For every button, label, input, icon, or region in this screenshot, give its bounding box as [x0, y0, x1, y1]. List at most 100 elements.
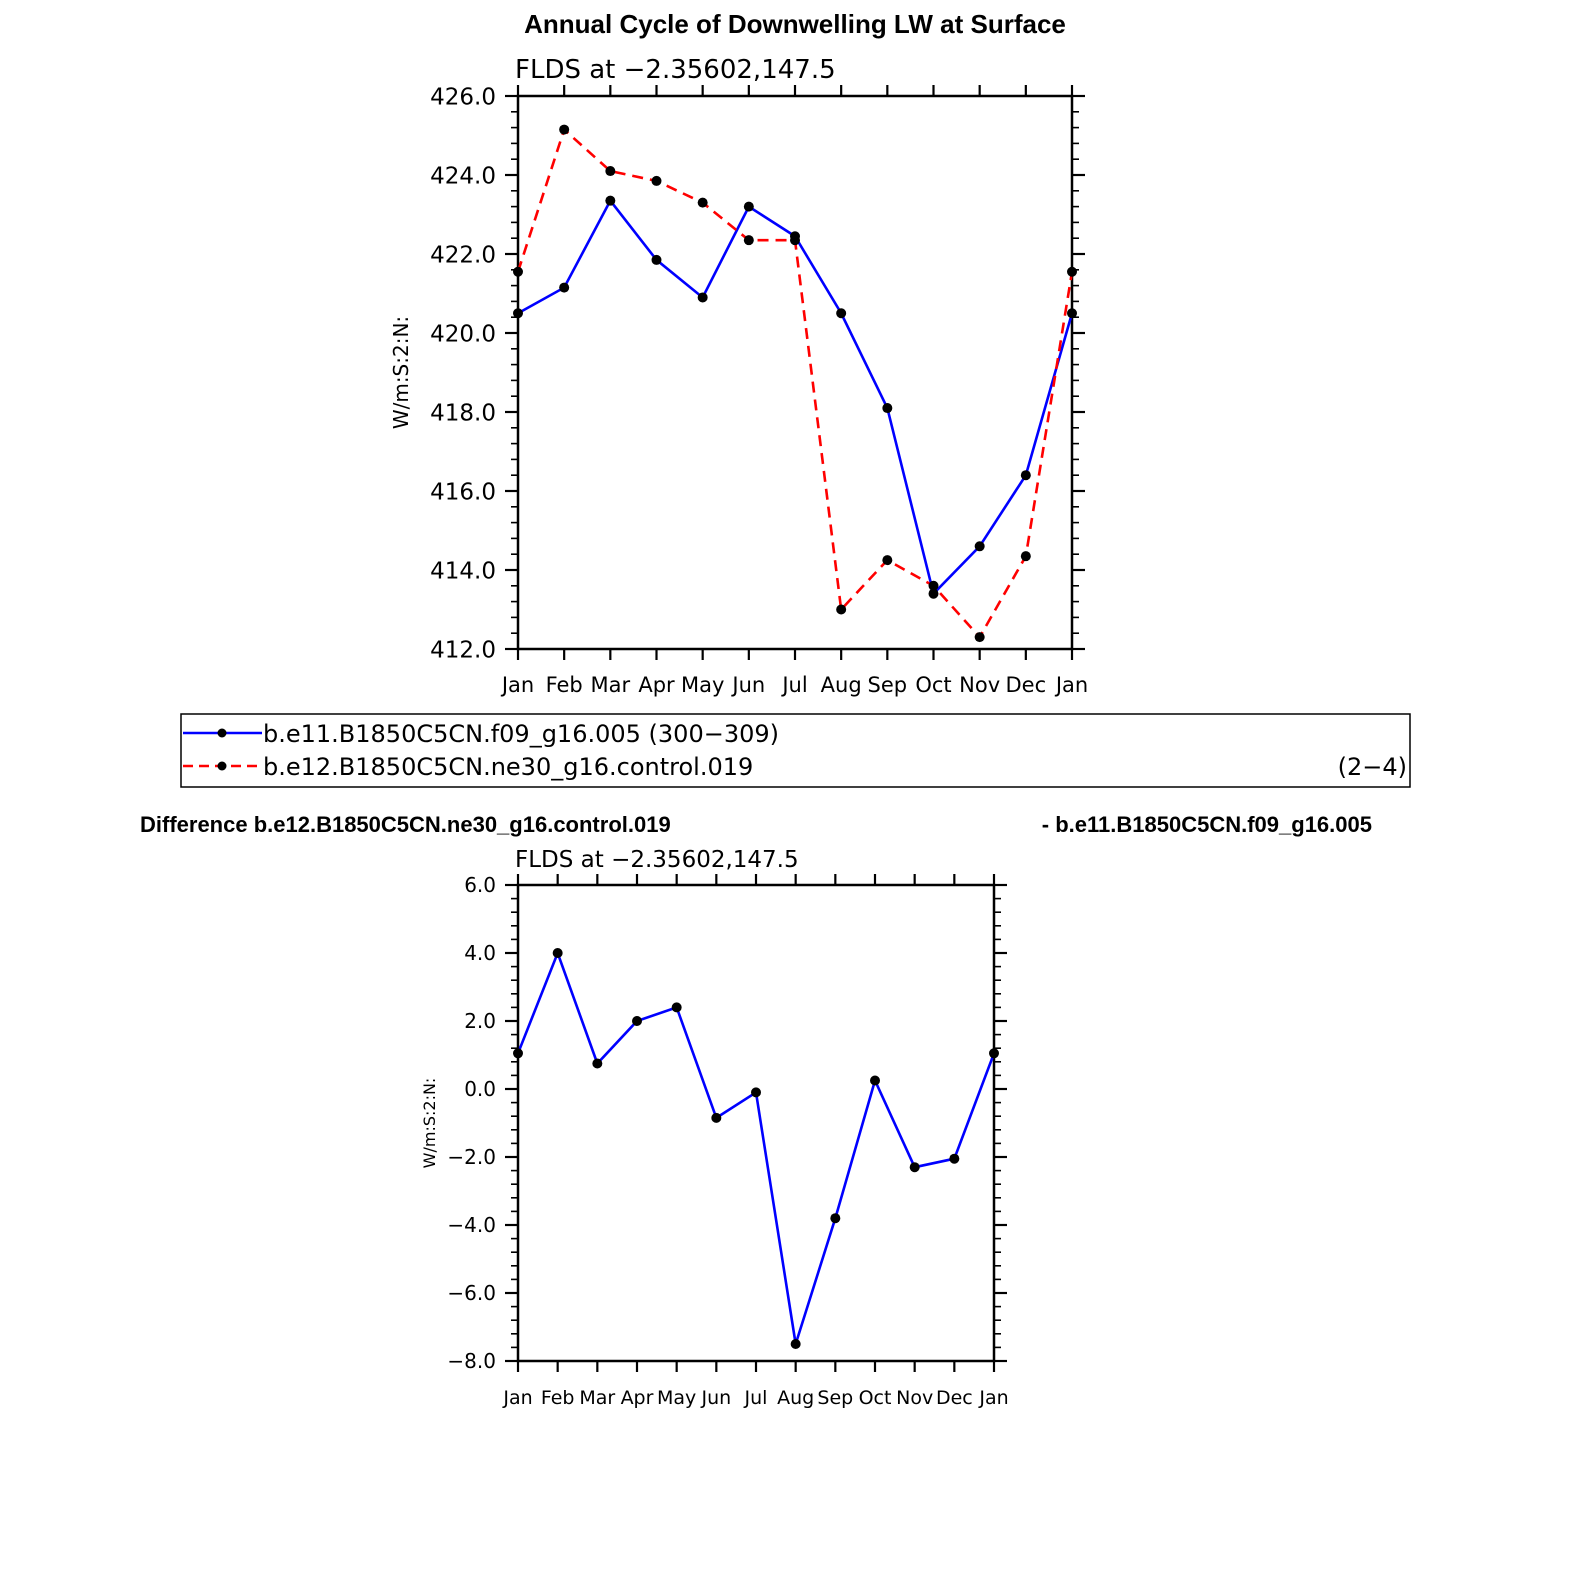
x-tick-label: Feb — [546, 673, 583, 697]
x-tick-label: Mar — [579, 1387, 615, 1409]
series-1-point — [697, 292, 708, 303]
y-tick-label: 0.0 — [464, 1077, 496, 1101]
series-2-point — [928, 580, 939, 591]
x-tick-label: Sep — [868, 673, 908, 697]
x-tick-label: Mar — [591, 673, 631, 697]
legend-box — [180, 713, 1411, 788]
y-tick-label: 414.0 — [430, 558, 496, 584]
series-1-point — [605, 195, 616, 206]
y-axis-label: W/m:S:2:N: — [389, 316, 413, 429]
series-2-point — [743, 235, 754, 246]
y-tick-label: −8.0 — [447, 1349, 496, 1373]
y-tick-label: 416.0 — [430, 479, 496, 505]
legend-label-2: b.e12.B1850C5CN.ne30_g16.control.019 — [263, 753, 753, 781]
x-tick-label: Jul — [780, 673, 807, 697]
plot-subtitle: FLDS at −2.35602,147.5 — [515, 55, 836, 85]
x-tick-label: Jan — [1054, 673, 1088, 697]
series-line-1 — [517, 198, 1074, 597]
series-2-point — [836, 604, 847, 615]
y-tick-label: 418.0 — [430, 400, 496, 426]
x-tick-label: Jan — [500, 673, 534, 697]
x-tick-label: Sep — [817, 1387, 853, 1409]
series-1-point — [870, 1075, 880, 1086]
series-1-point — [592, 1058, 603, 1069]
figure-title: Annual Cycle of Downwelling LW at Surfac… — [524, 9, 1066, 39]
series-1-point — [928, 588, 939, 599]
x-tick-label: Oct — [915, 673, 951, 697]
series-1-point — [651, 254, 662, 265]
y-tick-label: −6.0 — [447, 1281, 496, 1305]
series-1-point — [1020, 470, 1031, 481]
x-tick-label: Jan — [502, 1387, 532, 1409]
x-tick-label: Nov — [959, 673, 1000, 697]
plot-frame — [516, 94, 1074, 651]
y-tick-label: 424.0 — [430, 163, 496, 189]
series-2-point — [513, 266, 523, 277]
plot-frame — [516, 883, 996, 1363]
series-2-point — [882, 555, 893, 566]
y-tick-label: 6.0 — [464, 873, 496, 897]
x-tick-label: Apr — [621, 1387, 654, 1409]
series-2-point — [1020, 551, 1031, 562]
x-tick-label: Feb — [541, 1387, 575, 1409]
diff-title-left: Difference b.e12.B1850C5CN.ne30_g16.cont… — [140, 812, 671, 837]
series-2-point — [697, 197, 708, 208]
legend-label-1: b.e11.B1850C5CN.f09_g16.005 (300−309) — [263, 720, 779, 748]
series-2-point — [605, 166, 616, 177]
series-2-point — [559, 124, 570, 135]
series-1-point — [711, 1112, 722, 1123]
y-tick-label: 426.0 — [430, 84, 496, 110]
series-1-point — [671, 1002, 682, 1013]
series-1-point — [513, 308, 523, 319]
series-1-point — [632, 1016, 642, 1026]
y-tick-label: −4.0 — [447, 1213, 496, 1237]
series-line-2 — [516, 127, 1074, 640]
y-tick-label: 412.0 — [430, 637, 496, 663]
x-tick-label: Jun — [730, 673, 765, 697]
x-tick-label: Oct — [859, 1387, 892, 1409]
x-tick-label: Jul — [744, 1387, 768, 1409]
series-1-point — [989, 1048, 999, 1059]
series-line-1 — [516, 949, 996, 1345]
series-1-point — [836, 308, 847, 319]
series-2-point — [651, 175, 662, 186]
x-tick-label: Dec — [936, 1387, 973, 1409]
diff-title-right: - b.e11.B1850C5CN.f09_g16.005 — [1042, 812, 1372, 837]
y-tick-label: 422.0 — [430, 242, 496, 268]
x-tick-label: Aug — [777, 1387, 814, 1409]
legend: b.e11.B1850C5CN.f09_g16.005 (300−309) b.… — [180, 713, 1411, 788]
y-tick-label: 2.0 — [464, 1009, 496, 1033]
legend-marker-1 — [217, 728, 227, 738]
series-1-point — [552, 948, 563, 958]
plot-subtitle: FLDS at −2.35602,147.5 — [515, 847, 799, 873]
series-1-point — [743, 201, 754, 212]
series-1-point — [974, 541, 985, 552]
x-tick-label: Apr — [638, 673, 675, 697]
x-tick-label: May — [657, 1387, 696, 1409]
difference-chart: Jan Feb Mar Apr May Jun Jul Aug Sep Oct Nov Dec Jan−… — [420, 847, 1009, 1409]
series-1-point — [751, 1087, 761, 1098]
series-1-point — [790, 1339, 801, 1349]
series-1-point — [882, 403, 893, 414]
top-chart: Jan Feb Mar Apr May Jun Jul Aug Sep Oct Nov Dec Jan4… — [389, 55, 1088, 697]
x-tick-label: Nov — [896, 1387, 933, 1409]
legend-marker-2 — [217, 761, 227, 771]
series-1-point — [949, 1153, 960, 1164]
y-tick-label: −2.0 — [447, 1145, 496, 1169]
series-2-point — [974, 632, 985, 643]
x-tick-label: Dec — [1006, 673, 1047, 697]
y-tick-label: 4.0 — [464, 941, 496, 965]
x-tick-label: Jun — [700, 1387, 731, 1409]
x-tick-label: Jan — [978, 1387, 1008, 1409]
series-1-point — [1067, 308, 1077, 319]
series-1-point — [559, 282, 570, 293]
series-2-point — [1067, 266, 1077, 277]
series-1-point — [830, 1213, 841, 1224]
y-axis-label: W/m:S:2:N: — [420, 1078, 439, 1169]
x-tick-label: May — [681, 673, 724, 697]
y-tick-label: 420.0 — [430, 321, 496, 347]
series-1-point — [909, 1162, 920, 1173]
series-2-point — [790, 235, 800, 246]
x-tick-label: Aug — [821, 673, 862, 697]
